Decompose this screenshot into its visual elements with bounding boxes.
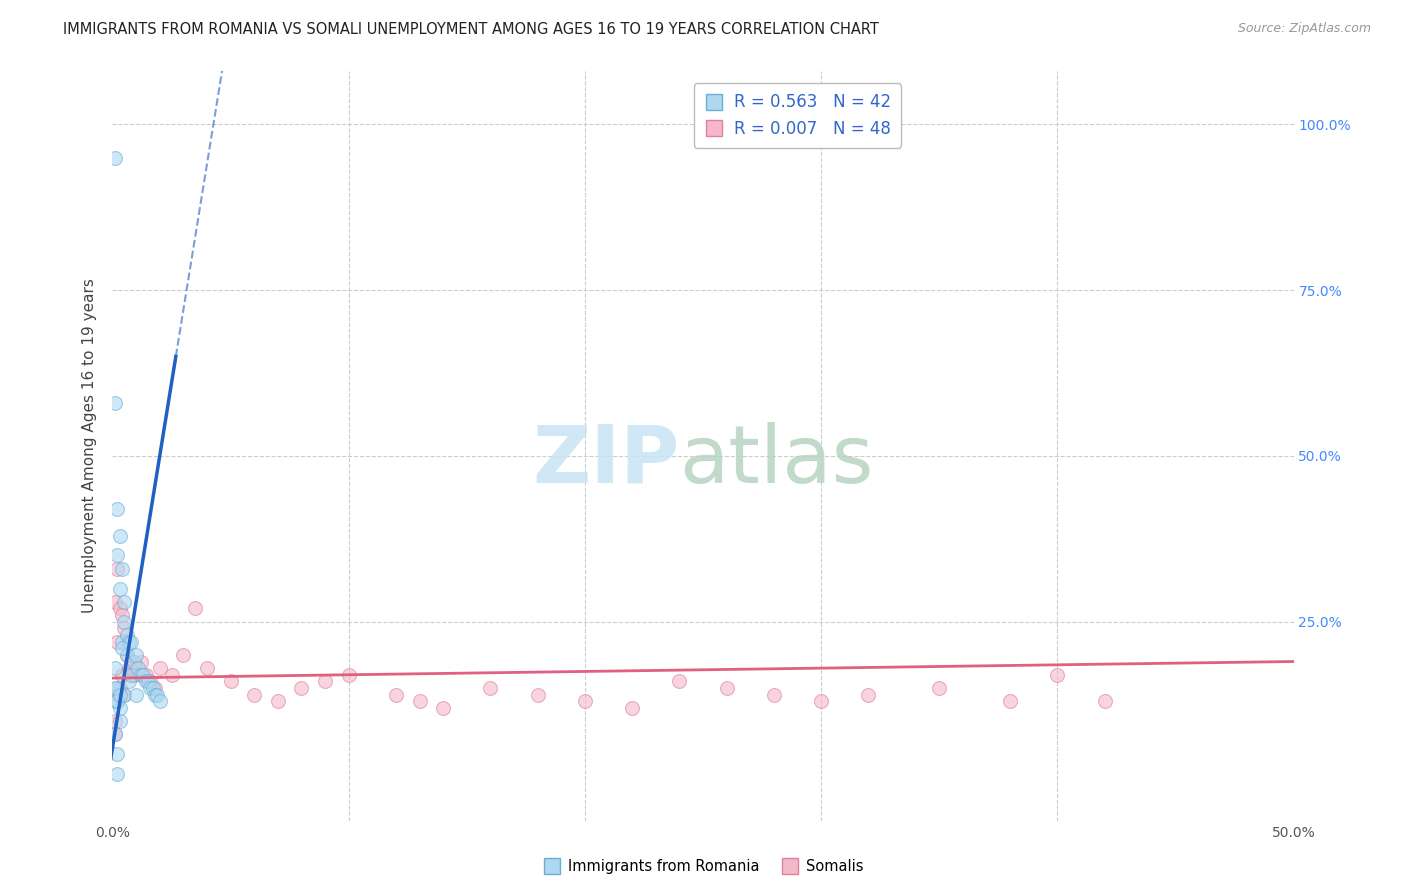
Point bbox=[112, 615, 135, 629]
Point bbox=[136, 674, 159, 689]
Text: atlas: atlas bbox=[679, 422, 873, 500]
Point bbox=[243, 688, 266, 702]
Point bbox=[115, 648, 138, 662]
Point bbox=[810, 694, 832, 708]
Point bbox=[112, 688, 135, 702]
Point bbox=[108, 681, 131, 695]
Point bbox=[112, 621, 135, 635]
Point bbox=[111, 641, 134, 656]
Text: ZIP: ZIP bbox=[531, 422, 679, 500]
Point bbox=[105, 634, 128, 648]
Point bbox=[105, 747, 128, 762]
Point bbox=[112, 688, 135, 702]
Point bbox=[120, 655, 142, 669]
Point bbox=[314, 674, 336, 689]
Point bbox=[432, 701, 454, 715]
Point bbox=[479, 681, 502, 695]
Point bbox=[337, 667, 360, 681]
Point bbox=[104, 714, 127, 728]
Point bbox=[104, 681, 127, 695]
Point bbox=[408, 694, 430, 708]
Point bbox=[172, 648, 194, 662]
Point bbox=[104, 694, 127, 708]
Point bbox=[184, 601, 207, 615]
Point bbox=[716, 681, 738, 695]
Point bbox=[135, 667, 157, 681]
Point bbox=[115, 628, 138, 642]
Point bbox=[105, 549, 128, 563]
Point bbox=[146, 688, 169, 702]
Point bbox=[160, 667, 183, 681]
Point bbox=[112, 595, 135, 609]
Point bbox=[129, 667, 152, 681]
Point bbox=[139, 681, 162, 695]
Point bbox=[762, 688, 785, 702]
Point bbox=[108, 601, 131, 615]
Point bbox=[132, 667, 155, 681]
Point bbox=[125, 661, 148, 675]
Legend: Immigrants from Romania, Somalis: Immigrants from Romania, Somalis bbox=[537, 854, 869, 880]
Point bbox=[574, 694, 596, 708]
Point bbox=[621, 701, 644, 715]
Point bbox=[104, 595, 127, 609]
Point bbox=[385, 688, 408, 702]
Point bbox=[142, 681, 165, 695]
Point bbox=[219, 674, 242, 689]
Point bbox=[111, 667, 134, 681]
Point bbox=[105, 767, 128, 781]
Point bbox=[118, 634, 141, 648]
Point bbox=[928, 681, 950, 695]
Text: Source: ZipAtlas.com: Source: ZipAtlas.com bbox=[1237, 22, 1371, 36]
Point bbox=[526, 688, 548, 702]
Point bbox=[105, 562, 128, 576]
Point bbox=[108, 528, 131, 542]
Point bbox=[105, 694, 128, 708]
Point bbox=[139, 674, 162, 689]
Point bbox=[111, 634, 134, 648]
Point bbox=[105, 681, 128, 695]
Point bbox=[267, 694, 290, 708]
Point bbox=[105, 688, 128, 702]
Point bbox=[149, 694, 172, 708]
Point bbox=[998, 694, 1021, 708]
Point bbox=[858, 688, 880, 702]
Point bbox=[149, 661, 172, 675]
Point bbox=[1094, 694, 1116, 708]
Point bbox=[111, 562, 134, 576]
Point bbox=[108, 701, 131, 715]
Point bbox=[143, 688, 166, 702]
Point bbox=[104, 727, 127, 741]
Point bbox=[127, 661, 149, 675]
Point bbox=[125, 688, 148, 702]
Point bbox=[118, 661, 141, 675]
Point bbox=[105, 502, 128, 516]
Point bbox=[129, 655, 152, 669]
Text: IMMIGRANTS FROM ROMANIA VS SOMALI UNEMPLOYMENT AMONG AGES 16 TO 19 YEARS CORRELA: IMMIGRANTS FROM ROMANIA VS SOMALI UNEMPL… bbox=[63, 22, 879, 37]
Point bbox=[135, 674, 157, 689]
Point bbox=[118, 674, 141, 689]
Point bbox=[104, 151, 127, 165]
Point bbox=[125, 648, 148, 662]
Point bbox=[122, 655, 145, 669]
Point bbox=[122, 667, 145, 681]
Point bbox=[290, 681, 312, 695]
Point bbox=[108, 714, 131, 728]
Y-axis label: Unemployment Among Ages 16 to 19 years: Unemployment Among Ages 16 to 19 years bbox=[82, 278, 97, 614]
Point bbox=[104, 661, 127, 675]
Point bbox=[1046, 667, 1069, 681]
Point bbox=[668, 674, 690, 689]
Point bbox=[120, 634, 142, 648]
Point bbox=[111, 608, 134, 623]
Point bbox=[104, 727, 127, 741]
Point bbox=[108, 688, 131, 702]
Point bbox=[120, 667, 142, 681]
Legend: R = 0.563   N = 42, R = 0.007   N = 48: R = 0.563 N = 42, R = 0.007 N = 48 bbox=[695, 84, 901, 148]
Point bbox=[108, 582, 131, 596]
Point bbox=[195, 661, 218, 675]
Point bbox=[104, 396, 127, 410]
Point bbox=[115, 648, 138, 662]
Point bbox=[143, 681, 166, 695]
